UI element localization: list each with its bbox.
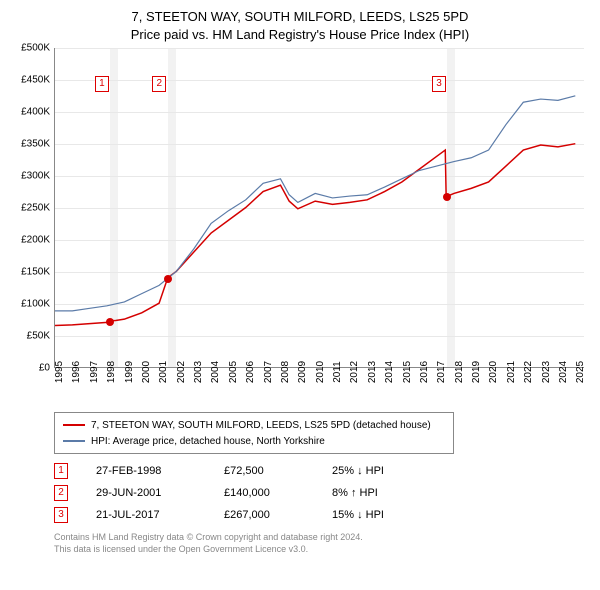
x-axis: 1995199619971998199920002001200220032004… <box>54 368 584 408</box>
data-point <box>443 193 451 201</box>
chart-container: 7, STEETON WAY, SOUTH MILFORD, LEEDS, LS… <box>0 0 600 564</box>
transaction-marker: 1 <box>54 463 68 479</box>
data-point <box>106 318 114 326</box>
transaction-diff: 8% ↑ HPI <box>332 487 412 499</box>
transaction-diff: 15% ↓ HPI <box>332 509 412 521</box>
legend-label: HPI: Average price, detached house, Nort… <box>91 436 325 447</box>
y-tick-label: £250K <box>21 203 50 214</box>
y-tick-label: £400K <box>21 107 50 118</box>
y-tick-label: £200K <box>21 235 50 246</box>
transaction-row: 1 27-FEB-1998 £72,500 25% ↓ HPI <box>54 460 590 482</box>
legend-swatch <box>63 440 85 442</box>
y-tick-label: £0 <box>39 363 50 374</box>
marker-box: 3 <box>432 76 446 92</box>
y-tick-label: £50K <box>27 331 50 342</box>
y-tick-label: £150K <box>21 267 50 278</box>
transaction-date: 29-JUN-2001 <box>96 487 196 499</box>
marker-box: 1 <box>95 76 109 92</box>
y-tick-label: £350K <box>21 139 50 150</box>
transaction-price: £72,500 <box>224 465 304 477</box>
footer-line-2: This data is licensed under the Open Gov… <box>54 544 590 556</box>
footer: Contains HM Land Registry data © Crown c… <box>54 532 590 555</box>
title-line-2: Price paid vs. HM Land Registry's House … <box>10 26 590 44</box>
transaction-row: 3 21-JUL-2017 £267,000 15% ↓ HPI <box>54 504 590 526</box>
series-hpi <box>55 96 575 311</box>
y-tick-label: £300K <box>21 171 50 182</box>
chart-area: £0 £50K £100K £150K £200K £250K £300K £350K £400… <box>10 48 590 408</box>
data-point <box>164 275 172 283</box>
legend-label: 7, STEETON WAY, SOUTH MILFORD, LEEDS, LS… <box>91 420 431 431</box>
title-block: 7, STEETON WAY, SOUTH MILFORD, LEEDS, LS… <box>10 8 590 44</box>
transaction-price: £140,000 <box>224 487 304 499</box>
title-line-1: 7, STEETON WAY, SOUTH MILFORD, LEEDS, LS… <box>10 8 590 26</box>
y-tick-label: £450K <box>21 75 50 86</box>
marker-box: 2 <box>152 76 166 92</box>
transaction-price: £267,000 <box>224 509 304 521</box>
transaction-date: 21-JUL-2017 <box>96 509 196 521</box>
legend: 7, STEETON WAY, SOUTH MILFORD, LEEDS, LS… <box>54 412 454 454</box>
transaction-marker: 2 <box>54 485 68 501</box>
y-axis: £0£50K£100K£150K£200K£250K£300K£350K£400… <box>10 48 54 368</box>
transaction-row: 2 29-JUN-2001 £140,000 8% ↑ HPI <box>54 482 590 504</box>
legend-item: 7, STEETON WAY, SOUTH MILFORD, LEEDS, LS… <box>63 417 445 433</box>
transaction-marker: 3 <box>54 507 68 523</box>
transaction-table: 1 27-FEB-1998 £72,500 25% ↓ HPI 2 29-JUN-2001… <box>54 460 590 526</box>
legend-swatch <box>63 424 85 426</box>
plot-area: 1 2 3 <box>54 48 584 368</box>
transaction-date: 27-FEB-1998 <box>96 465 196 477</box>
line-overlay <box>55 48 584 367</box>
y-tick-label: £500K <box>21 43 50 54</box>
footer-line-1: Contains HM Land Registry data © Crown c… <box>54 532 590 544</box>
transaction-diff: 25% ↓ HPI <box>332 465 412 477</box>
legend-item: HPI: Average price, detached house, Nort… <box>63 433 445 449</box>
y-tick-label: £100K <box>21 299 50 310</box>
